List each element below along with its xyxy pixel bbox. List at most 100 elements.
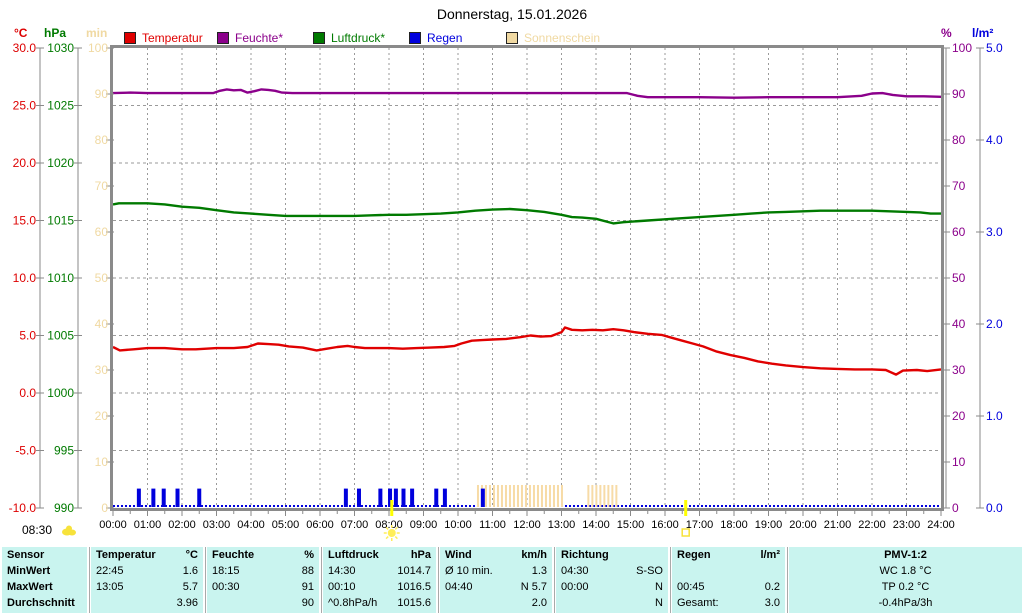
%-tick-label: 70	[952, 179, 966, 193]
x-axis-label: 16:00	[651, 519, 679, 531]
table-row: 00:45 0.2	[672, 579, 785, 595]
°C-tick-label: 20.0	[13, 156, 37, 170]
axis-unit-hPa: hPa	[44, 26, 67, 40]
rain-bar	[401, 488, 406, 507]
legend-item-regen: Regen	[409, 31, 462, 45]
min-tick-label: 70	[95, 179, 109, 193]
x-axis-label: 17:00	[686, 519, 714, 531]
x-axis-label: 21:00	[824, 519, 852, 531]
sunshine-bar	[603, 485, 606, 507]
x-axis-label: 00:00	[99, 519, 127, 531]
l/m²-tick-label: 0.0	[986, 501, 1003, 515]
table-separator	[88, 547, 90, 613]
hPa-tick-label: 995	[54, 444, 74, 458]
sunshine-bar	[504, 485, 507, 507]
sunshine-bar	[500, 485, 503, 507]
table-row: 14:30 1014.7	[323, 563, 436, 579]
x-axis-label: 09:00	[410, 519, 438, 531]
table-cell: N	[655, 597, 663, 609]
sunshine-bar	[556, 485, 559, 507]
sunshine-bar	[611, 485, 614, 507]
table-row: 00:00 N	[556, 579, 668, 595]
x-axis-label: 05:00	[272, 519, 300, 531]
table-row: ^0.8hPa/h 1015.6	[323, 595, 436, 611]
legend-swatch	[313, 32, 325, 44]
table-row: MaxWert	[2, 579, 87, 595]
axis-unit-min: min	[86, 26, 108, 40]
°C-tick-label: 10.0	[13, 271, 37, 285]
table-cell: 04:40	[445, 581, 473, 593]
rain-bar	[343, 488, 348, 507]
axis-unit-lm: l/m²	[972, 26, 994, 40]
°C-tick-label: 25.0	[13, 99, 37, 113]
table-col-header: Wind km/h	[440, 547, 552, 563]
table-cell: 2.0	[531, 597, 547, 609]
sunshine-bar	[560, 485, 563, 507]
sunset-tick	[684, 500, 688, 516]
legend-label: Sonnenschein	[524, 31, 601, 45]
table-row-label: MaxWert	[7, 581, 53, 593]
table-cell: 14:30	[328, 565, 356, 577]
table-row-label: Durchschnitt	[7, 597, 75, 609]
col-name: Regen	[677, 549, 711, 561]
legend-swatch	[409, 32, 421, 44]
x-axis-label: 20:00	[789, 519, 817, 531]
hPa-tick-label: 1000	[47, 386, 74, 400]
table-col-header: Temperatur °C	[91, 547, 203, 563]
table-row: 00:10 1016.5	[323, 579, 436, 595]
sunshine-bar	[591, 485, 594, 507]
col-unit: %	[304, 549, 314, 561]
legend-item-luftdruck: Luftdruck*	[313, 31, 385, 45]
table-cell: Ø 10 min.	[445, 565, 493, 577]
col-name: PMV-1:2	[884, 549, 927, 561]
l/m²-tick-label: 2.0	[986, 317, 1003, 331]
hPa-tick-label: 990	[54, 501, 74, 515]
sunshine-bar	[520, 485, 523, 507]
col-unit: hPa	[410, 549, 431, 561]
x-axis-label: 23:00	[893, 519, 921, 531]
x-axis-label: 18:00	[720, 519, 748, 531]
table-cell: 04:30	[561, 565, 589, 577]
hPa-tick-label: 1015	[47, 214, 74, 228]
table-row: Ø 10 min. 1.3	[440, 563, 552, 579]
hPa-tick-label: 1010	[47, 271, 74, 285]
table-col-richtung: Richtung 04:30 S-SO 00:00 N N	[556, 547, 668, 613]
table-row-label: MinWert	[7, 565, 51, 577]
temperature-line	[112, 326, 942, 376]
hPa-tick-label: 1020	[47, 156, 74, 170]
table-cell: 1014.7	[397, 565, 431, 577]
table-separator	[786, 547, 788, 613]
table-col-pmv-1-2: PMV-1:2 WC 1.8 °C TP 0.2 °C -0.4hPa/3h	[789, 547, 1022, 613]
table-cell: WC 1.8 °C	[879, 565, 932, 577]
table-cell: 22:45	[96, 565, 124, 577]
col-name: Luftdruck	[328, 549, 379, 561]
x-axis-label: 07:00	[341, 519, 369, 531]
table-col-header: Richtung	[556, 547, 668, 563]
table-separator	[669, 547, 671, 613]
rain-bar	[480, 488, 485, 507]
table-separator	[320, 547, 322, 613]
min-tick-label: 100	[88, 41, 108, 55]
°C-tick-label: 5.0	[19, 329, 36, 343]
hPa-tick-label: 1030	[47, 41, 74, 55]
table-col-header: Regen l/m²	[672, 547, 785, 563]
x-axis-label: 11:00	[479, 519, 506, 531]
table-cell: 3.0	[764, 597, 780, 609]
min-tick-label: 40	[95, 317, 109, 331]
sunshine-bar	[540, 485, 543, 507]
rain-bar	[434, 488, 439, 507]
x-axis-label: 03:00	[203, 519, 231, 531]
sunshine-bar	[492, 485, 495, 507]
humidity-line	[112, 88, 942, 99]
rain-bar	[388, 488, 393, 507]
table-col-temperatur: Temperatur °C 22:45 1.6 13:05 5.7 3.96	[91, 547, 203, 613]
sunshine-bar	[488, 485, 491, 507]
sunshine-bar	[536, 485, 539, 507]
table-cell: S-SO	[636, 565, 663, 577]
rain-bar	[197, 488, 202, 507]
page-title: Donnerstag, 15.01.2026	[436, 6, 588, 22]
table-row: Durchschnitt	[2, 595, 87, 611]
°C-tick-label: -5.0	[15, 444, 36, 458]
table-cell: 91	[301, 581, 314, 593]
table-row: 04:30 S-SO	[556, 563, 668, 579]
